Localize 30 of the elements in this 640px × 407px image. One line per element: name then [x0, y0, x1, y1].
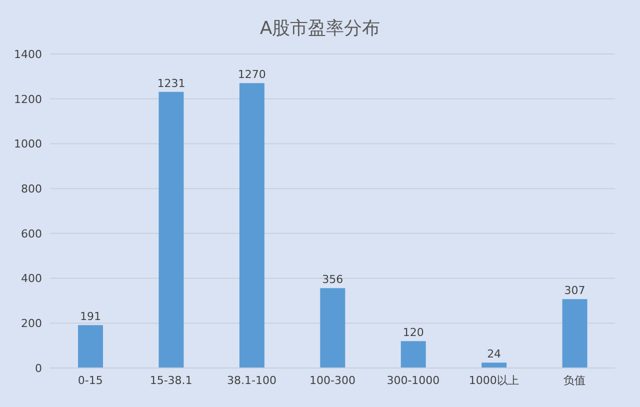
bar: [562, 299, 588, 368]
data-label: 1270: [238, 68, 266, 82]
y-tick-label: 0: [35, 362, 42, 375]
x-tick-label: 100-300: [310, 374, 356, 387]
y-tick-label: 200: [21, 317, 42, 330]
bar: [239, 83, 264, 368]
y-tick-label: 1400: [14, 48, 42, 61]
y-tick-label: 600: [21, 227, 42, 240]
y-tick-label: 400: [21, 272, 42, 286]
data-label: 120: [402, 326, 424, 340]
bar: [482, 362, 507, 368]
x-tick-label: 15-38.1: [150, 374, 192, 387]
x-tick-label: 0-15: [78, 374, 103, 387]
y-tick-label: 800: [21, 182, 42, 196]
bar: [400, 341, 426, 368]
x-tick-label: 负值: [564, 374, 586, 387]
x-tick-label: 1000以上: [468, 374, 519, 387]
bar: [158, 92, 184, 368]
bar: [320, 288, 346, 368]
data-label: 191: [80, 310, 101, 324]
y-tick-label: 1200: [14, 92, 42, 106]
x-tick-label: 38.1-100: [227, 374, 277, 387]
data-label: 356: [322, 273, 344, 286]
bar: [78, 325, 103, 368]
chart-title: A股市盈率分布: [258, 17, 382, 40]
x-tick-label: 300-1000: [386, 374, 440, 387]
data-label: 307: [564, 284, 586, 298]
data-label: 1231: [157, 76, 186, 90]
data-label: 24: [487, 348, 502, 361]
y-tick-label: 1000: [14, 138, 42, 151]
